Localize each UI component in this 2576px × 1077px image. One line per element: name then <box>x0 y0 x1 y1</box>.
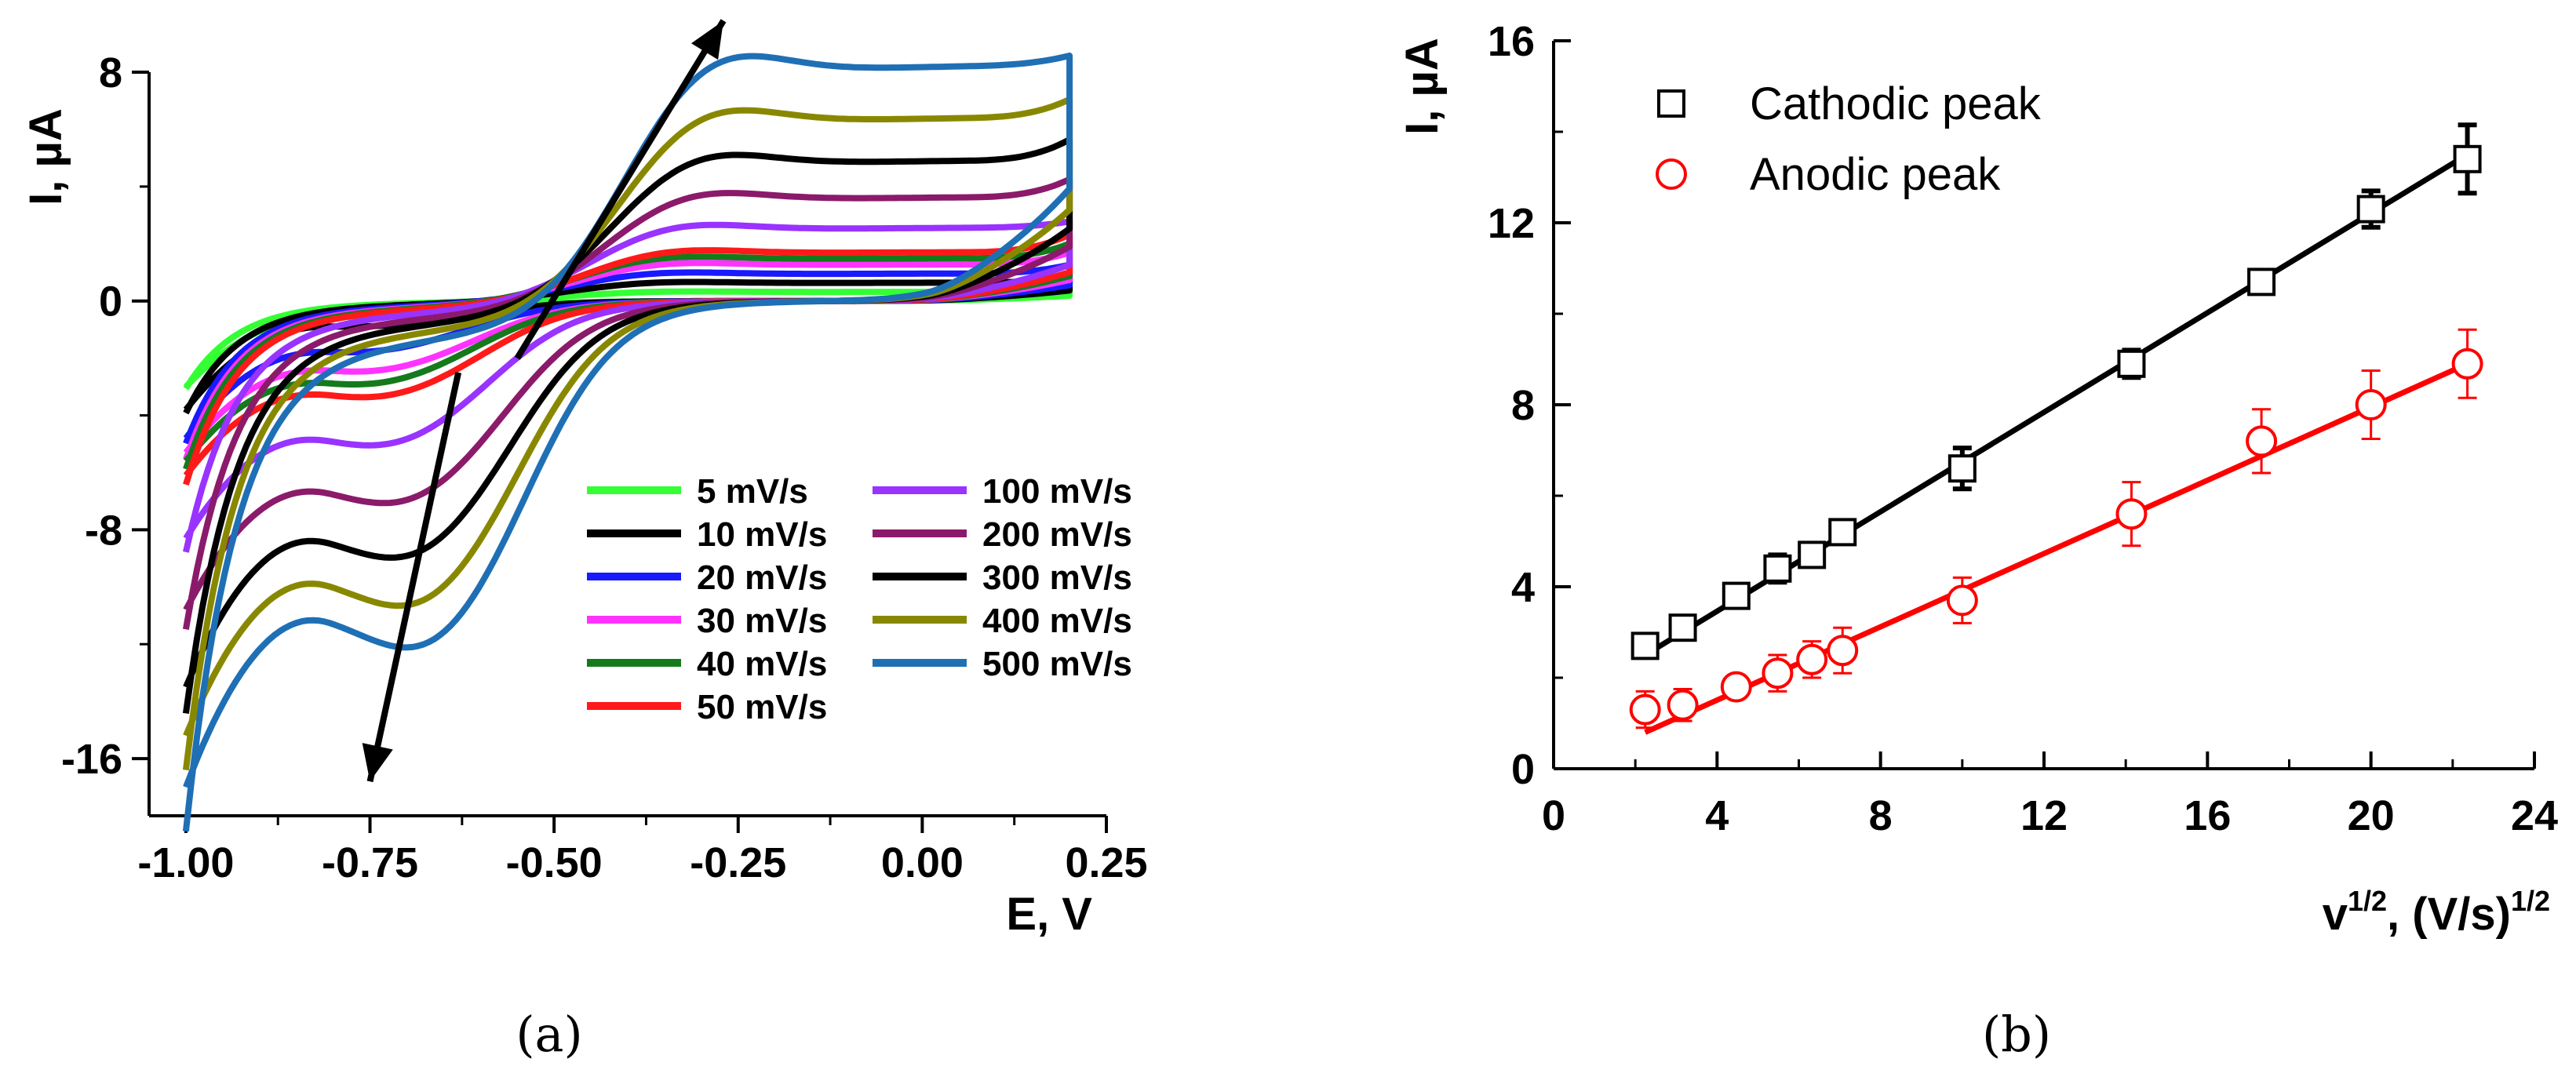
panel-a-label: (a) <box>516 1006 582 1063</box>
panel-b-legend-marker <box>1657 89 1685 118</box>
panel-b-x-tick-label: 4 <box>1705 792 1729 839</box>
panel-a-ylabel: I, µA <box>20 108 71 206</box>
panel-a-y-tick-label: -16 <box>61 736 122 783</box>
panel-b-y-tick-label: 8 <box>1511 382 1535 429</box>
panel-b-y-tick-label: 16 <box>1488 18 1535 65</box>
panel-a-x-tick-label: -1.00 <box>137 839 234 886</box>
panel-b-label: (b) <box>1982 1006 2051 1063</box>
panel-b-x-tick-label: 20 <box>2348 792 2395 839</box>
panel-a-chart: -1.00 -0.75 -0.50 -0.25 0.00 0.25 -16 -8 0 8 5 mV… <box>20 19 1148 1063</box>
panel-b-point-cathodic <box>1828 518 1857 547</box>
panel-b-point-anodic <box>1827 635 1859 667</box>
panel-a-arrow-shaft <box>514 19 727 360</box>
panel-a-x-tick-label: -0.25 <box>690 839 786 886</box>
panel-b-legend-label: Cathodic peak <box>1750 78 2042 129</box>
panel-b-point-anodic <box>2451 347 2483 380</box>
panel-a-x-tick-label: -0.75 <box>322 839 418 886</box>
panel-b-point-cathodic <box>2356 195 2385 224</box>
panel-b-point-anodic <box>1667 689 1699 721</box>
panel-b-xlabel-mid: , (V/s) <box>2387 889 2511 940</box>
panel-a-legend-label: 300 mV/s <box>982 559 1132 597</box>
panel-b-x-tick-label: 12 <box>2020 792 2068 839</box>
panel-b-point-cathodic <box>1798 540 1827 569</box>
panel-a-legend-label: 30 mV/s <box>697 602 827 640</box>
panel-b-xlabel: v1/2, (V/s)1/2 <box>2323 885 2550 940</box>
panel-b-point-anodic <box>1720 671 1752 703</box>
panel-a-x-tick-label: 0.25 <box>1065 839 1147 886</box>
panel-b-x-tick-label: 24 <box>2511 792 2558 839</box>
panel-b-point-cathodic <box>1947 454 1977 483</box>
panel-b-point-anodic <box>1762 657 1794 689</box>
panel-b-point-cathodic <box>2117 349 2146 378</box>
panel-a-axes: -1.00 -0.75 -0.50 -0.25 0.00 0.25 -16 -8 0 8 <box>61 49 1148 886</box>
panel-b-point-anodic <box>1629 693 1661 726</box>
panel-a-y-tick-label: 0 <box>99 278 122 326</box>
panel-a-y-tick-label: 8 <box>99 49 122 96</box>
panel-a-legend-label: 100 mV/s <box>982 472 1132 511</box>
panel-b-xlabel-sup2: 1/2 <box>2511 885 2550 917</box>
panel-b-x-tick-label: 8 <box>1869 792 1893 839</box>
panel-b-x-tick-label: 0 <box>1542 792 1565 839</box>
panel-b-x-tick-label: 16 <box>2184 792 2231 839</box>
panel-b-point-cathodic <box>1722 581 1751 610</box>
panel-b-point-anodic <box>2115 498 2148 530</box>
panel-b-y-tick-label: 12 <box>1488 200 1535 247</box>
panel-a-legend-label: 200 mV/s <box>982 515 1132 554</box>
panel-a-xlabel: E, V <box>1006 889 1092 940</box>
panel-b-chart: 0 4 8 12 16 20 24 0 4 8 12 16 Cathodic peak Anodic p… <box>1397 18 2558 1063</box>
panel-b-axes: 0 4 8 12 16 20 24 0 4 8 12 16 <box>1488 18 2558 839</box>
panel-b-point-anodic <box>2246 425 2278 457</box>
panel-b-point-cathodic <box>2247 267 2276 297</box>
panel-a-cv-200-mv-s <box>182 176 1073 630</box>
panel-a-x-tick-label: -0.50 <box>506 839 603 886</box>
panel-a-legend-label: 5 mV/s <box>697 472 808 511</box>
panel-b-point-anodic <box>1796 643 1828 675</box>
panel-b-legend-marker <box>1656 158 1687 190</box>
panel-a-legend-label: 40 mV/s <box>697 645 827 683</box>
panel-a-cv-curves <box>182 53 1073 832</box>
panel-b-y-tick-label: 0 <box>1511 746 1535 793</box>
panel-b-point-cathodic <box>1668 613 1697 642</box>
panel-b-xlabel-sup1: 1/2 <box>2348 885 2387 917</box>
panel-b-point-cathodic <box>1763 554 1792 583</box>
panel-a-arrows <box>362 19 727 783</box>
panel-a-cv-500-mv-s <box>182 53 1073 832</box>
panel-a-legend-label: 10 mV/s <box>697 515 827 554</box>
panel-a-x-tick-label: 0.00 <box>881 839 964 886</box>
panel-a-legend-label: 500 mV/s <box>982 645 1132 683</box>
panel-b-legend-label: Anodic peak <box>1750 149 2001 200</box>
panel-a-y-tick-label: -8 <box>85 507 122 554</box>
panel-b-fit-lines <box>1643 152 2469 735</box>
panel-a-arrow-head <box>362 743 393 782</box>
panel-a-arrow-shaft <box>366 372 462 783</box>
panel-b-ylabel: I, µA <box>1397 38 1448 135</box>
panel-a-legend: 5 mV/s 10 mV/s 20 mV/s 30 mV/s 40 mV/s 50 mV/… <box>587 472 1132 726</box>
panel-a-legend-label: 50 mV/s <box>697 688 827 726</box>
panel-b-data-points <box>1629 122 2483 730</box>
panel-b-point-cathodic <box>1630 631 1660 660</box>
panel-b-point-anodic <box>1946 584 1978 617</box>
panel-b-y-tick-label: 4 <box>1511 564 1535 611</box>
panel-b-point-cathodic <box>2453 144 2482 173</box>
panel-b-legend: Cathodic peak Anodic peak <box>1656 78 2042 200</box>
panel-a-arrow-head <box>691 20 723 60</box>
panel-b-point-anodic <box>2355 389 2387 420</box>
panel-a-legend-label: 400 mV/s <box>982 602 1132 640</box>
panel-b-xlabel-main: v <box>2323 889 2348 940</box>
panel-a-legend-label: 20 mV/s <box>697 559 827 597</box>
